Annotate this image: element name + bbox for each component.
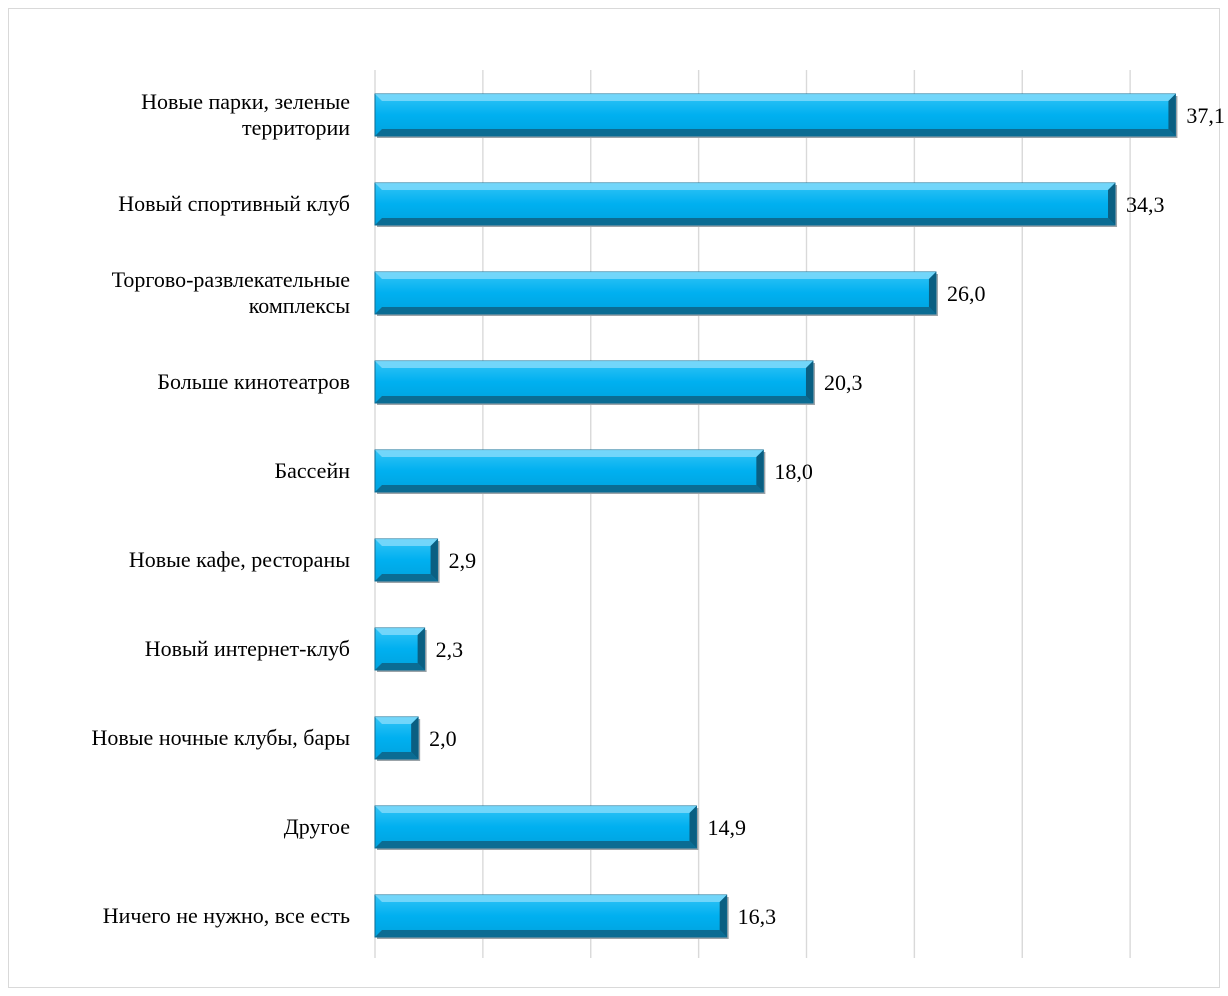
value-label: 37,1 (1186, 103, 1225, 128)
value-label: 18,0 (774, 459, 813, 484)
bar (374, 894, 729, 939)
value-label: 2,9 (449, 548, 477, 573)
bar (374, 627, 427, 672)
category-label: Новый интернет-клуб (145, 636, 350, 661)
category-label: Ничего не нужно, все есть (103, 903, 350, 928)
bar (374, 538, 440, 583)
category-label: Новые кафе, рестораны (129, 547, 350, 572)
bar (374, 271, 938, 316)
bars (374, 93, 1178, 939)
value-label: 20,3 (824, 370, 863, 395)
category-label: Другое (284, 814, 350, 839)
value-label: 26,0 (947, 281, 986, 306)
category-label: Новые парки, зеленые территории (141, 89, 350, 140)
value-label: 34,3 (1126, 192, 1165, 217)
bar (374, 716, 421, 761)
bar (374, 805, 699, 850)
category-label: Торгово-развлекательные комплексы (112, 267, 351, 318)
category-label: Новые ночные клубы, бары (92, 725, 351, 750)
bar (374, 182, 1118, 227)
value-labels: 37,1 34,3 26,0 20,3 18,0 2,9 2,3 2,0 14,9 16,3 (429, 103, 1225, 929)
category-label: Бассейн (274, 458, 350, 483)
value-label: 2,0 (429, 726, 457, 751)
bar (374, 93, 1178, 138)
bar (374, 449, 766, 494)
value-label: 2,3 (436, 637, 464, 662)
bar (374, 360, 815, 405)
category-label: Больше кинотеатров (157, 369, 350, 394)
category-labels: Новые парки, зеленые территории Новый спор… (92, 89, 351, 928)
category-label: Новый спортивный клуб (118, 191, 350, 216)
value-label: 14,9 (707, 815, 746, 840)
value-label: 16,3 (738, 904, 777, 929)
